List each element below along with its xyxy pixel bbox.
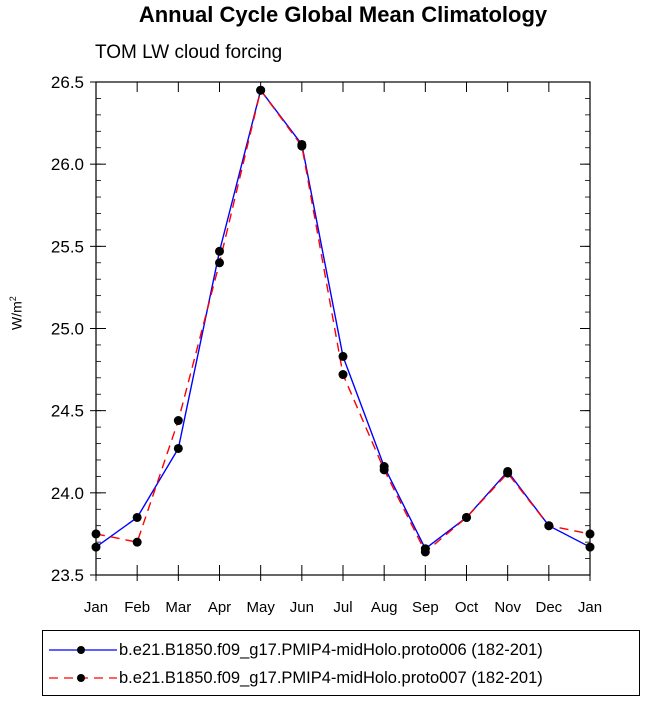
y-tick-label: 24.0 <box>51 484 84 503</box>
chart-title: Annual Cycle Global Mean Climatology <box>138 2 548 27</box>
x-tick-label: Jun <box>290 599 314 616</box>
data-point-series-2 <box>297 141 307 151</box>
x-tick-label: Mar <box>165 599 191 616</box>
data-point-series-2 <box>462 512 471 522</box>
plot-frame <box>95 81 591 576</box>
x-tick-label: May <box>246 599 275 616</box>
x-tick-label: Dec <box>535 599 562 616</box>
legend-label-series-1: b.e21.B1850.f09_g17.PMIP4-midHolo.proto0… <box>119 641 543 659</box>
data-point-series-1 <box>338 351 348 361</box>
x-tick-label: Jan <box>84 599 108 616</box>
legend-entry-series-2: b.e21.B1850.f09_g17.PMIP4-midHolo.proto0… <box>43 666 639 692</box>
legend-marker-series-1 <box>49 646 117 654</box>
chart-subtitle: TOM LW cloud forcing <box>95 42 283 63</box>
x-tick-label: Jul <box>333 599 352 616</box>
y-tick-label: 23.5 <box>51 566 84 585</box>
data-point-series-2 <box>379 465 389 475</box>
data-point-series-2 <box>173 416 183 426</box>
y-tick-label: 26.0 <box>51 155 84 174</box>
legend-marker-series-2 <box>49 674 117 682</box>
legend-entry-series-1: b.e21.B1850.f09_g17.PMIP4-midHolo.proto0… <box>43 638 639 664</box>
series-line-1 <box>95 88 591 550</box>
x-tick-label: Feb <box>124 599 150 616</box>
x-tick-label: Nov <box>494 599 521 616</box>
y-tick-label: 25.0 <box>51 320 84 339</box>
data-point-series-2 <box>215 258 224 268</box>
data-point-series-2 <box>132 537 142 547</box>
data-point-series-1 <box>91 542 101 552</box>
data-point-series-1 <box>585 542 595 552</box>
data-point-series-2 <box>503 468 513 478</box>
y-tick-label: 26.5 <box>51 73 84 92</box>
y-tick-label: 25.5 <box>51 237 84 256</box>
data-point-series-2 <box>338 370 348 380</box>
legend: b.e21.B1850.f09_g17.PMIP4-midHolo.proto0… <box>42 630 640 696</box>
data-point-series-2 <box>91 529 101 539</box>
x-tick-label: Jan <box>578 599 602 616</box>
legend-label-series-2: b.e21.B1850.f09_g17.PMIP4-midHolo.proto0… <box>119 669 543 687</box>
data-point-series-1 <box>215 246 224 256</box>
data-point-series-1 <box>173 443 183 453</box>
x-tick-label: Oct <box>455 599 479 616</box>
data-point-series-2 <box>256 85 266 95</box>
data-point-series-2 <box>585 529 595 539</box>
x-tick-label: Aug <box>371 599 398 616</box>
x-tick-label: Apr <box>208 599 231 616</box>
data-point-series-1 <box>132 512 142 522</box>
data-point-series-2 <box>544 521 554 531</box>
data-point-series-2 <box>420 547 430 557</box>
y-tick-label: 24.5 <box>51 402 84 421</box>
x-tick-label: Sep <box>412 599 439 616</box>
